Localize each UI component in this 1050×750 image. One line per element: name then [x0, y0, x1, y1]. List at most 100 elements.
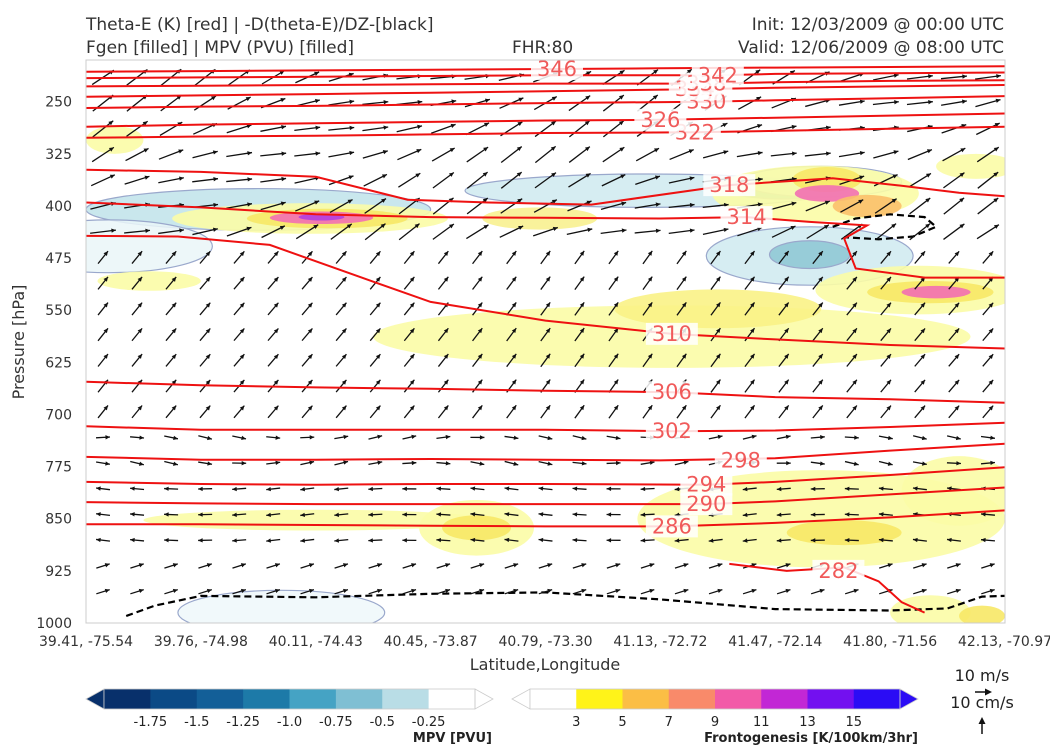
colorbar-tick-label: -0.25 — [412, 715, 446, 730]
wind-vector — [600, 201, 627, 211]
wind-vector — [334, 460, 349, 466]
frontogenesis-region — [832, 194, 902, 218]
colorbar-tick-label: 5 — [618, 715, 626, 730]
wind-vector — [266, 435, 281, 440]
wind-vector — [403, 379, 415, 393]
wind-vector — [90, 174, 116, 187]
wind-vector — [676, 301, 687, 316]
wind-vector — [437, 353, 449, 367]
wind-vector — [805, 200, 831, 212]
wind-vector — [335, 276, 347, 290]
theta-e-label-bg — [530, 60, 583, 81]
wind-vector — [710, 404, 721, 419]
wind-vector — [940, 74, 967, 80]
wind-vector — [226, 124, 252, 134]
wind-vector — [124, 175, 150, 185]
wind-vector — [538, 461, 553, 466]
wind-vector — [436, 563, 451, 569]
x-tick-label: 41.47, -72.14 — [728, 634, 822, 650]
colorbar-extend-low — [85, 688, 105, 710]
wind-vector — [642, 250, 653, 265]
colorbar-tick-label: -1.75 — [134, 715, 168, 730]
wind-vector — [702, 150, 729, 159]
wind-vector — [335, 405, 347, 419]
wind-vector — [942, 147, 966, 162]
wind-vector — [226, 151, 253, 158]
wind-vector — [470, 512, 485, 517]
wind-vector — [436, 588, 451, 595]
wind-vector — [397, 148, 422, 161]
wind-vector — [300, 460, 315, 466]
x-tick-label: 40.11, -74.43 — [269, 634, 363, 650]
wind-vector — [574, 404, 585, 419]
wind-vector — [364, 223, 386, 241]
wind-vector — [131, 302, 143, 316]
wind-vector — [878, 512, 893, 517]
frontogenesis-colorbar-label: Frontogenesis [K/100km/3hr] — [704, 731, 918, 746]
wind-vector — [738, 96, 762, 110]
theta-e-contour — [86, 95, 1005, 109]
wind-vector — [300, 435, 315, 440]
wind-vector — [906, 74, 933, 80]
colorbar-segment — [807, 689, 855, 709]
wind-vector — [328, 99, 355, 106]
wind-vector — [470, 486, 485, 491]
colorbar-tick-label: -1.5 — [184, 715, 209, 730]
wind-vector — [266, 460, 281, 465]
colorbar-tick-label: 3 — [572, 715, 580, 730]
wind-vector — [402, 538, 417, 543]
colorbar-tick-label: 11 — [753, 715, 770, 730]
wind-vector — [504, 512, 519, 517]
wind-vector — [838, 99, 865, 106]
wind-vector — [165, 276, 177, 290]
theta-e-label: 342 — [698, 63, 738, 87]
wind-vector — [538, 512, 553, 517]
wind-vector — [96, 588, 110, 595]
frontogenesis-region — [890, 595, 971, 623]
mpv-colorbar-label: MPV [PVU] — [413, 731, 492, 746]
frontogenesis-region — [901, 285, 971, 299]
wind-vector — [981, 588, 995, 595]
x-tick-label: 40.45, -73.87 — [384, 634, 478, 650]
y-tick-label: 550 — [45, 303, 72, 319]
wind-vector — [600, 228, 627, 235]
theta-e-label-bg — [720, 206, 773, 229]
y-tick-label: 250 — [45, 95, 72, 111]
wind-vector — [267, 328, 279, 342]
y-tick-label: 475 — [45, 251, 72, 267]
theta-e-contour — [86, 79, 1005, 88]
wind-vector — [232, 461, 247, 466]
wind-vector — [875, 223, 897, 241]
colorbar-segment — [428, 689, 476, 709]
theta-e-contour — [86, 421, 1005, 433]
wind-vector — [301, 276, 313, 290]
valid-time: Valid: 12/06/2009 @ 08:00 UTC — [738, 38, 1004, 58]
wind-vector — [260, 151, 287, 157]
wind-vector — [164, 538, 179, 543]
wind-vector — [976, 224, 1000, 240]
wind-vector — [873, 150, 899, 159]
wind-vector — [472, 353, 483, 368]
wind-vector — [165, 405, 177, 419]
wind-vector — [776, 588, 791, 595]
wind-vector — [430, 123, 456, 134]
wind-vector — [771, 201, 797, 210]
wind-vector — [710, 379, 721, 393]
theta-e-label-bg — [691, 64, 744, 87]
wind-vector — [403, 405, 415, 419]
wind-vector — [566, 227, 593, 236]
wind-vector — [948, 328, 960, 342]
wind-vector — [946, 461, 961, 466]
wind-vector — [300, 563, 315, 569]
wind-vector — [130, 435, 145, 440]
wind-vector — [976, 122, 1000, 136]
wind-vector — [776, 486, 791, 492]
wind-vector — [164, 588, 178, 595]
wind-vector — [844, 538, 859, 543]
wind-vector — [708, 434, 723, 440]
wind-vector — [534, 172, 557, 189]
wind-vector — [500, 198, 523, 214]
wind-vector — [164, 460, 179, 466]
wind-vector — [334, 563, 349, 569]
wind-vector — [640, 538, 655, 543]
